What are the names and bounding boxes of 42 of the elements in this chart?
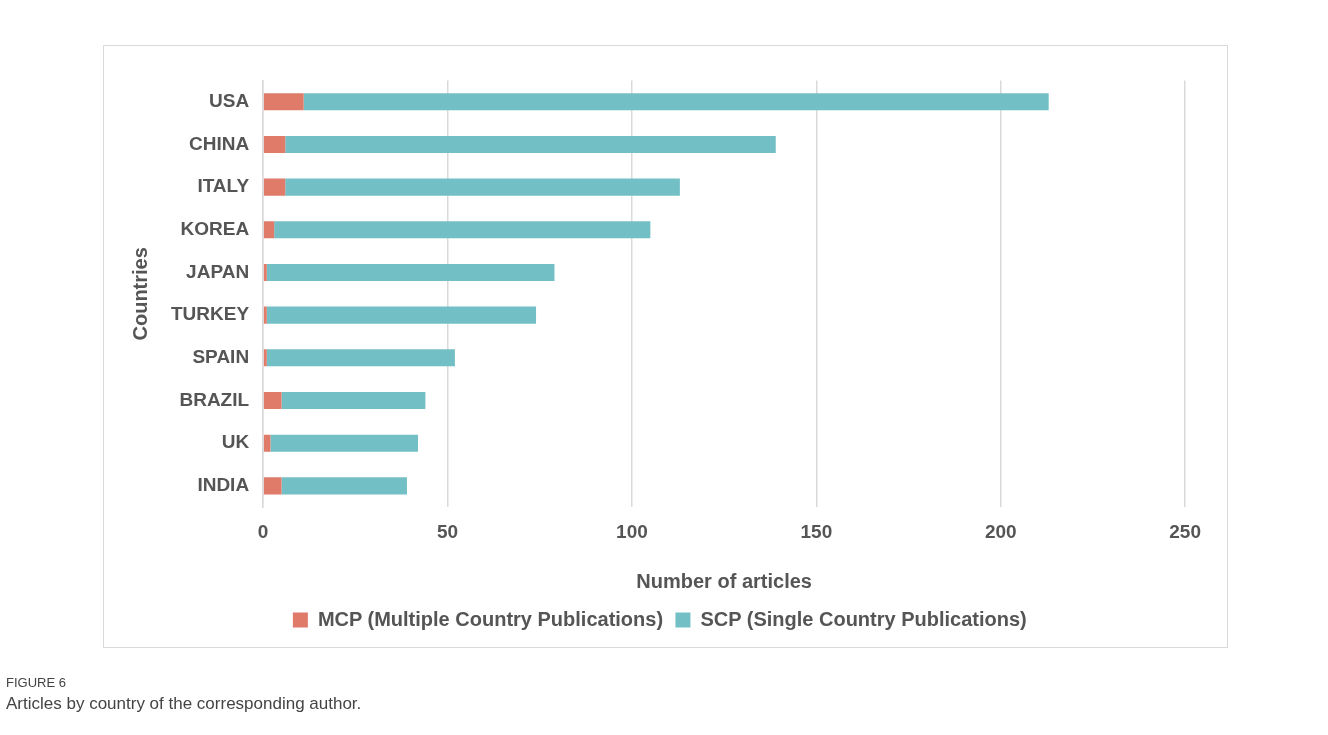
- bar: [281, 391, 426, 410]
- bar: [285, 135, 776, 153]
- y-axis-title: Countries: [128, 247, 151, 341]
- x-tick-label: 50: [436, 520, 459, 542]
- y-tick-label: SPAIN: [192, 346, 250, 368]
- bar: [266, 263, 555, 281]
- text: Articles by country of the corresponding author.: [6, 694, 362, 714]
- bar: [263, 221, 275, 239]
- bar: [266, 306, 537, 324]
- y-tick-label: ITALY: [197, 175, 250, 197]
- bar: [263, 178, 286, 196]
- bar: [303, 93, 1049, 111]
- y-tick-label: CHINA: [188, 132, 250, 154]
- x-tick-label: 200: [984, 520, 1017, 542]
- bar: [285, 178, 680, 196]
- x-tick-label: 150: [800, 520, 833, 542]
- bar: [263, 477, 282, 495]
- x-tick-label: 100: [616, 520, 648, 542]
- legend-label: MCP (Multiple Country Publications): [317, 607, 664, 630]
- bar: [263, 263, 267, 281]
- bar: [263, 306, 267, 324]
- bar: [274, 221, 651, 239]
- x-tick-label: 250: [1169, 520, 1201, 542]
- x-tick-label: 0: [257, 520, 269, 542]
- y-tick-label: BRAZIL: [179, 388, 250, 410]
- bar: [266, 349, 455, 367]
- y-tick-label: JAPAN: [186, 260, 250, 282]
- x-axis-title: Number of articles: [636, 569, 812, 592]
- legend-label: SCP (Single Country Publications): [700, 607, 1027, 630]
- bar: [281, 477, 407, 495]
- y-tick-label: KOREA: [180, 218, 250, 240]
- bar: [270, 434, 419, 452]
- bar: [263, 434, 271, 452]
- y-tick-label: INDIA: [197, 474, 250, 496]
- y-tick-label: USA: [208, 89, 250, 111]
- bar: [263, 93, 304, 111]
- y-tick-label: TURKEY: [170, 303, 250, 325]
- caption: FIGURE 6: [6, 675, 67, 690]
- bar: [263, 135, 286, 153]
- y-tick-label: UK: [221, 431, 250, 453]
- bar: [263, 391, 282, 410]
- bar: [263, 349, 267, 367]
